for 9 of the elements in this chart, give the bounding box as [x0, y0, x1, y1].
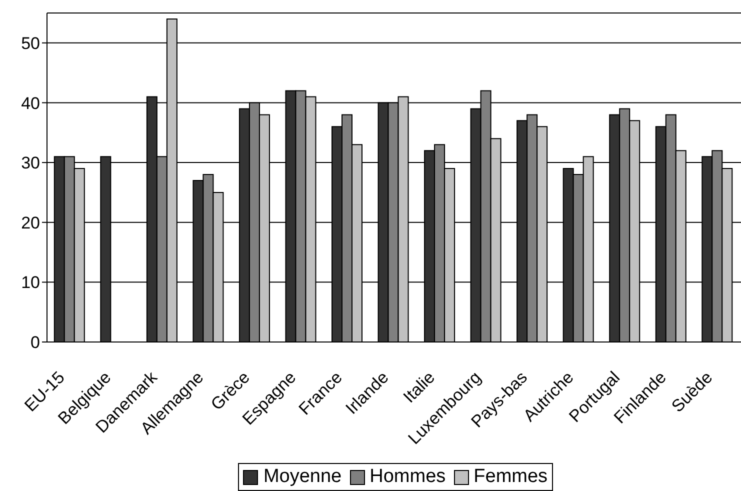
legend-label: Femmes [474, 465, 548, 489]
y-tick-label: 50 [21, 34, 40, 53]
y-tick-label: 20 [21, 213, 40, 232]
y-tick-label: 10 [21, 273, 40, 292]
y-tick-label: 40 [21, 94, 40, 113]
y-tick-label: 30 [21, 154, 40, 173]
legend-label: Moyenne [263, 465, 342, 489]
legend-label: Hommes [370, 465, 446, 489]
y-tick-label: 0 [30, 333, 40, 352]
